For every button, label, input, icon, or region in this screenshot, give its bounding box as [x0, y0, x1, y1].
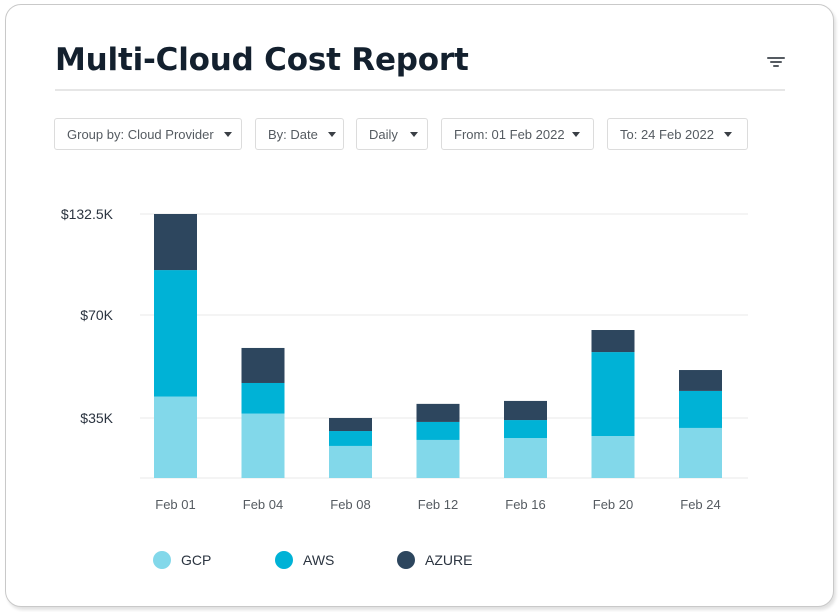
to-date-dropdown[interactable]: To: 24 Feb 2022 — [607, 118, 748, 150]
x-tick-label: Feb 12 — [418, 497, 458, 512]
bar-segment-azure[interactable] — [241, 347, 285, 383]
report-card — [5, 4, 834, 607]
bar-stack[interactable] — [241, 347, 285, 478]
bar-segment-gcp[interactable] — [241, 413, 285, 478]
caret-down-icon — [571, 131, 580, 137]
x-tick-label: Feb 04 — [243, 497, 283, 512]
bar-segment-aws[interactable] — [679, 390, 722, 428]
bar-segment-aws[interactable] — [241, 382, 285, 414]
x-tick-label: Feb 08 — [330, 497, 370, 512]
legend-item-aws[interactable]: AWS — [275, 551, 334, 569]
caret-down-icon — [409, 131, 418, 137]
legend-label: AZURE — [425, 552, 473, 568]
y-tick-label: $35K — [80, 410, 113, 426]
y-axis-ticks: $35K $70K $132.5K — [61, 206, 114, 426]
header-divider — [55, 89, 785, 91]
bar-segment-aws[interactable] — [154, 270, 197, 397]
legend-swatch-gcp — [153, 551, 171, 569]
dropdown-label: From: 01 Feb 2022 — [454, 126, 565, 142]
bar-stack[interactable] — [591, 330, 635, 478]
bars — [154, 214, 722, 478]
bar-segment-aws[interactable] — [329, 431, 372, 446]
legend-swatch-aws — [275, 551, 293, 569]
legend-item-gcp[interactable]: GCP — [153, 551, 211, 569]
bar-stack[interactable] — [154, 214, 197, 478]
bar-segment-aws[interactable] — [504, 420, 547, 439]
bar-stack[interactable] — [504, 400, 547, 478]
caret-down-icon — [723, 131, 732, 137]
bar-segment-azure[interactable] — [679, 370, 722, 391]
y-tick-label: $132.5K — [61, 206, 114, 222]
bar-segment-gcp[interactable] — [416, 439, 460, 478]
legend-item-azure[interactable]: AZURE — [397, 551, 472, 569]
x-axis-ticks: Feb 01 Feb 04 Feb 08 Feb 12 Feb 16 Feb 20 Feb … — [155, 497, 720, 512]
filter-icon-line — [770, 61, 782, 63]
dropdown-label: To: 24 Feb 2022 — [620, 126, 714, 142]
bar-segment-azure[interactable] — [416, 403, 460, 422]
dropdown-label: Daily — [369, 126, 398, 142]
filter-icon-line — [767, 57, 785, 59]
bar-segment-gcp[interactable] — [591, 436, 635, 478]
filter-icon[interactable] — [765, 55, 787, 69]
legend-label: AWS — [303, 552, 335, 568]
by-date-dropdown[interactable]: By: Date — [255, 118, 344, 150]
dropdown-label: By: Date — [268, 126, 318, 142]
caret-down-icon — [327, 131, 336, 137]
from-date-dropdown[interactable]: From: 01 Feb 2022 — [441, 118, 594, 150]
x-tick-label: Feb 24 — [680, 497, 720, 512]
x-tick-label: Feb 20 — [593, 497, 633, 512]
chart-legend: GCP AWS AZURE — [0, 551, 840, 573]
x-tick-label: Feb 01 — [155, 497, 195, 512]
bar-segment-azure[interactable] — [591, 330, 635, 353]
bar-segment-aws[interactable] — [416, 421, 460, 440]
granularity-dropdown[interactable]: Daily — [356, 118, 428, 150]
bar-segment-gcp[interactable] — [504, 438, 547, 478]
legend-label: GCP — [181, 552, 212, 568]
bar-segment-gcp[interactable] — [329, 445, 372, 478]
bar-segment-gcp[interactable] — [679, 427, 722, 478]
page-title: Multi-Cloud Cost Report — [55, 42, 469, 78]
bar-segment-gcp[interactable] — [154, 396, 197, 478]
bar-stack[interactable] — [416, 403, 460, 478]
caret-down-icon — [223, 131, 232, 137]
dropdown-label: Group by: Cloud Provider — [67, 126, 214, 142]
bar-segment-azure[interactable] — [154, 214, 197, 271]
legend-swatch-azure — [397, 551, 415, 569]
filter-icon-line — [773, 65, 779, 67]
bar-segment-aws[interactable] — [591, 352, 635, 436]
bar-stack[interactable] — [329, 418, 372, 478]
x-tick-label: Feb 16 — [505, 497, 545, 512]
bar-stack[interactable] — [679, 370, 722, 478]
bar-segment-azure[interactable] — [329, 418, 372, 432]
bar-segment-azure[interactable] — [504, 400, 547, 421]
group-by-dropdown[interactable]: Group by: Cloud Provider — [54, 118, 242, 150]
y-tick-label: $70K — [80, 307, 113, 323]
